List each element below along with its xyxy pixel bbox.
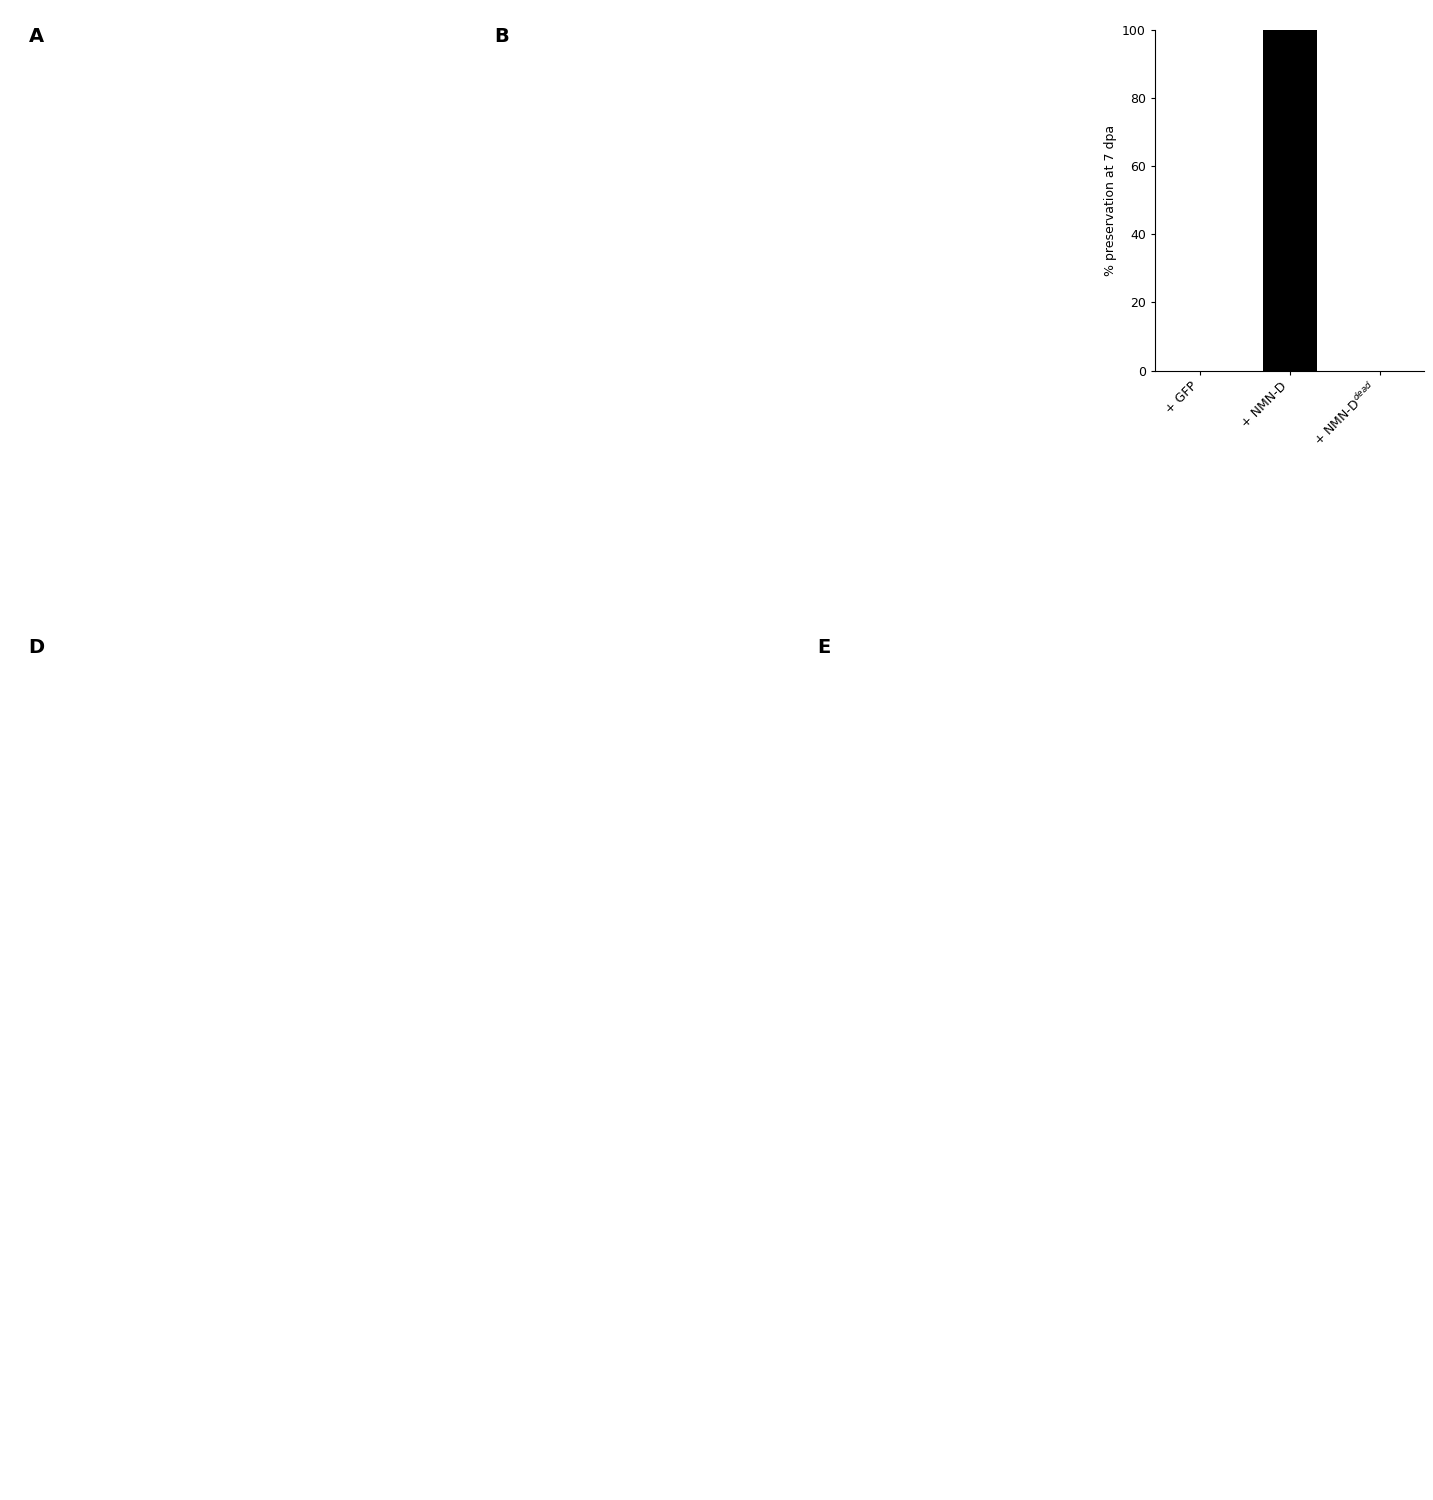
Text: E: E bbox=[817, 638, 830, 657]
Text: D: D bbox=[29, 638, 44, 657]
Text: C: C bbox=[1060, 0, 1075, 3]
Bar bbox=[1262, 30, 1317, 370]
Text: B: B bbox=[494, 27, 509, 46]
Text: A: A bbox=[29, 27, 44, 46]
Y-axis label: % preservation at 7 dpa: % preservation at 7 dpa bbox=[1103, 124, 1116, 276]
